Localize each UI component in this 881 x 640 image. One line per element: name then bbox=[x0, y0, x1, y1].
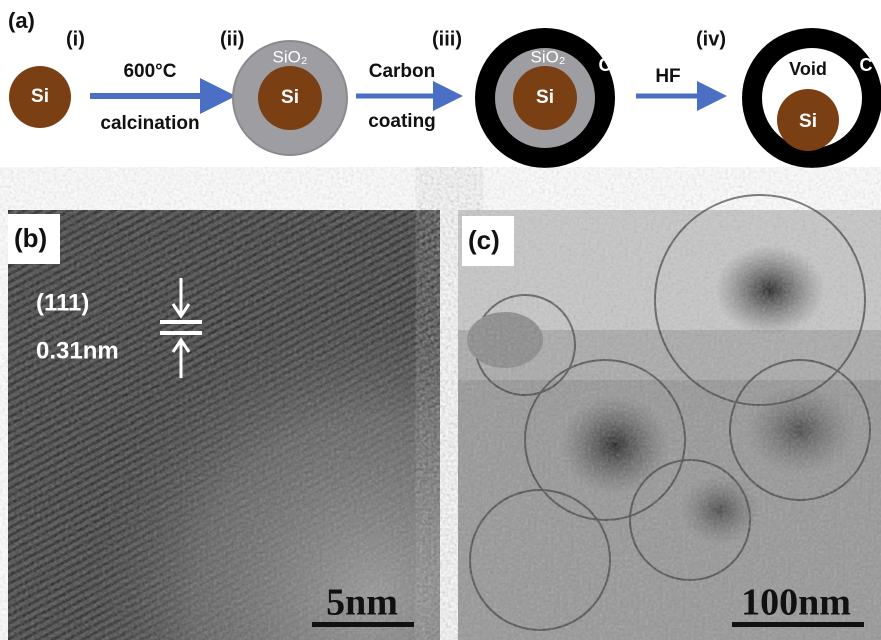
image-noise bbox=[8, 210, 440, 640]
shell-label: SiO₂ bbox=[273, 47, 308, 66]
arrow-label: calcination bbox=[100, 113, 199, 134]
core-label: Si bbox=[31, 86, 49, 107]
shell-label: SiO₂ bbox=[531, 47, 566, 66]
coating-label: C bbox=[599, 55, 612, 75]
step-label: (i) bbox=[66, 28, 85, 50]
scale-bar bbox=[312, 622, 414, 627]
lattice-plane: (111) bbox=[36, 289, 89, 316]
panel-label: (a) bbox=[8, 8, 35, 33]
core-label: Si bbox=[536, 87, 554, 108]
panel-label: (b) bbox=[14, 223, 47, 253]
arrow-label: coating bbox=[368, 111, 436, 132]
core-label: Si bbox=[281, 87, 299, 108]
step-label: (iv) bbox=[696, 28, 726, 50]
image-noise bbox=[458, 210, 881, 640]
arrow-label: Carbon bbox=[369, 61, 436, 82]
coating-label: C bbox=[860, 55, 873, 75]
panel-a: (a) (i) Si 600°C calcination (ii) SiO₂ S… bbox=[8, 8, 881, 168]
panel-c: (c) 100nm bbox=[458, 195, 881, 640]
void-label: Void bbox=[789, 59, 827, 79]
figure: (a) (i) Si 600°C calcination (ii) SiO₂ S… bbox=[0, 0, 881, 640]
step-label: (ii) bbox=[220, 28, 244, 50]
scale-bar bbox=[732, 622, 864, 627]
scale-bar-label: 5nm bbox=[326, 582, 398, 624]
panel-label: (c) bbox=[468, 225, 500, 255]
step-label: (iii) bbox=[432, 28, 462, 50]
panel-b: (b) (111) 0.31nm 5nm bbox=[8, 210, 440, 640]
scale-bar-label: 100nm bbox=[741, 582, 851, 624]
arrow-label: HF bbox=[655, 66, 680, 87]
core-label: Si bbox=[799, 111, 817, 132]
lattice-spacing: 0.31nm bbox=[36, 337, 119, 364]
arrow-label: 600°C bbox=[123, 61, 176, 82]
